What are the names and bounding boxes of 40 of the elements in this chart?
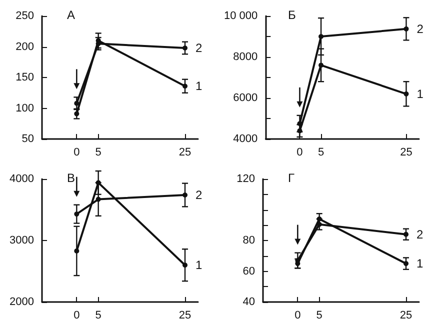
y-tick-label: 100 xyxy=(16,102,34,114)
y-tick-label: 4000 xyxy=(10,173,34,185)
y-tick-label: 250 xyxy=(16,10,34,22)
y-tick-label: 120 xyxy=(236,173,255,185)
y-tick-label: 4000 xyxy=(233,133,258,145)
x-tick-label: 0 xyxy=(296,146,303,158)
y-tick-label: 10 000 xyxy=(224,10,258,22)
series-label: 1 xyxy=(416,256,424,271)
series-label: 2 xyxy=(196,188,202,202)
x-tick-label: 25 xyxy=(400,310,412,322)
y-tick-label: 2000 xyxy=(10,296,34,308)
y-tick-label: 6000 xyxy=(233,92,258,104)
x-tick-label: 5 xyxy=(316,310,322,322)
x-tick-label: 25 xyxy=(178,146,192,158)
y-tick-label: 80 xyxy=(242,234,255,246)
series-label: 2 xyxy=(416,227,424,242)
y-tick-label: 150 xyxy=(16,72,34,84)
y-tick-label: 3000 xyxy=(10,234,34,246)
y-tick-label: 50 xyxy=(22,133,34,145)
chart-title: А xyxy=(67,8,76,22)
x-tick-label: 25 xyxy=(400,146,412,158)
series-label: 1 xyxy=(196,258,202,272)
series-label: 2 xyxy=(196,40,202,55)
chart-title: Б xyxy=(288,8,296,22)
x-tick-label: 25 xyxy=(178,310,192,322)
x-tick-label: 5 xyxy=(95,146,102,158)
series-label: 1 xyxy=(416,86,424,101)
x-tick-label: 0 xyxy=(74,310,80,322)
x-tick-label: 5 xyxy=(318,146,324,158)
chart-title: Г xyxy=(288,171,295,185)
series-label: 2 xyxy=(416,22,424,36)
x-tick-label: 5 xyxy=(95,310,102,322)
y-tick-label: 60 xyxy=(242,265,255,278)
y-tick-label: 200 xyxy=(16,40,34,53)
x-tick-label: 0 xyxy=(294,310,301,322)
chart-title: В xyxy=(67,171,76,185)
series-label: 1 xyxy=(196,79,202,94)
y-tick-label: 8000 xyxy=(233,51,258,63)
y-tick-label: 40 xyxy=(242,296,255,308)
x-tick-label: 0 xyxy=(74,146,80,158)
